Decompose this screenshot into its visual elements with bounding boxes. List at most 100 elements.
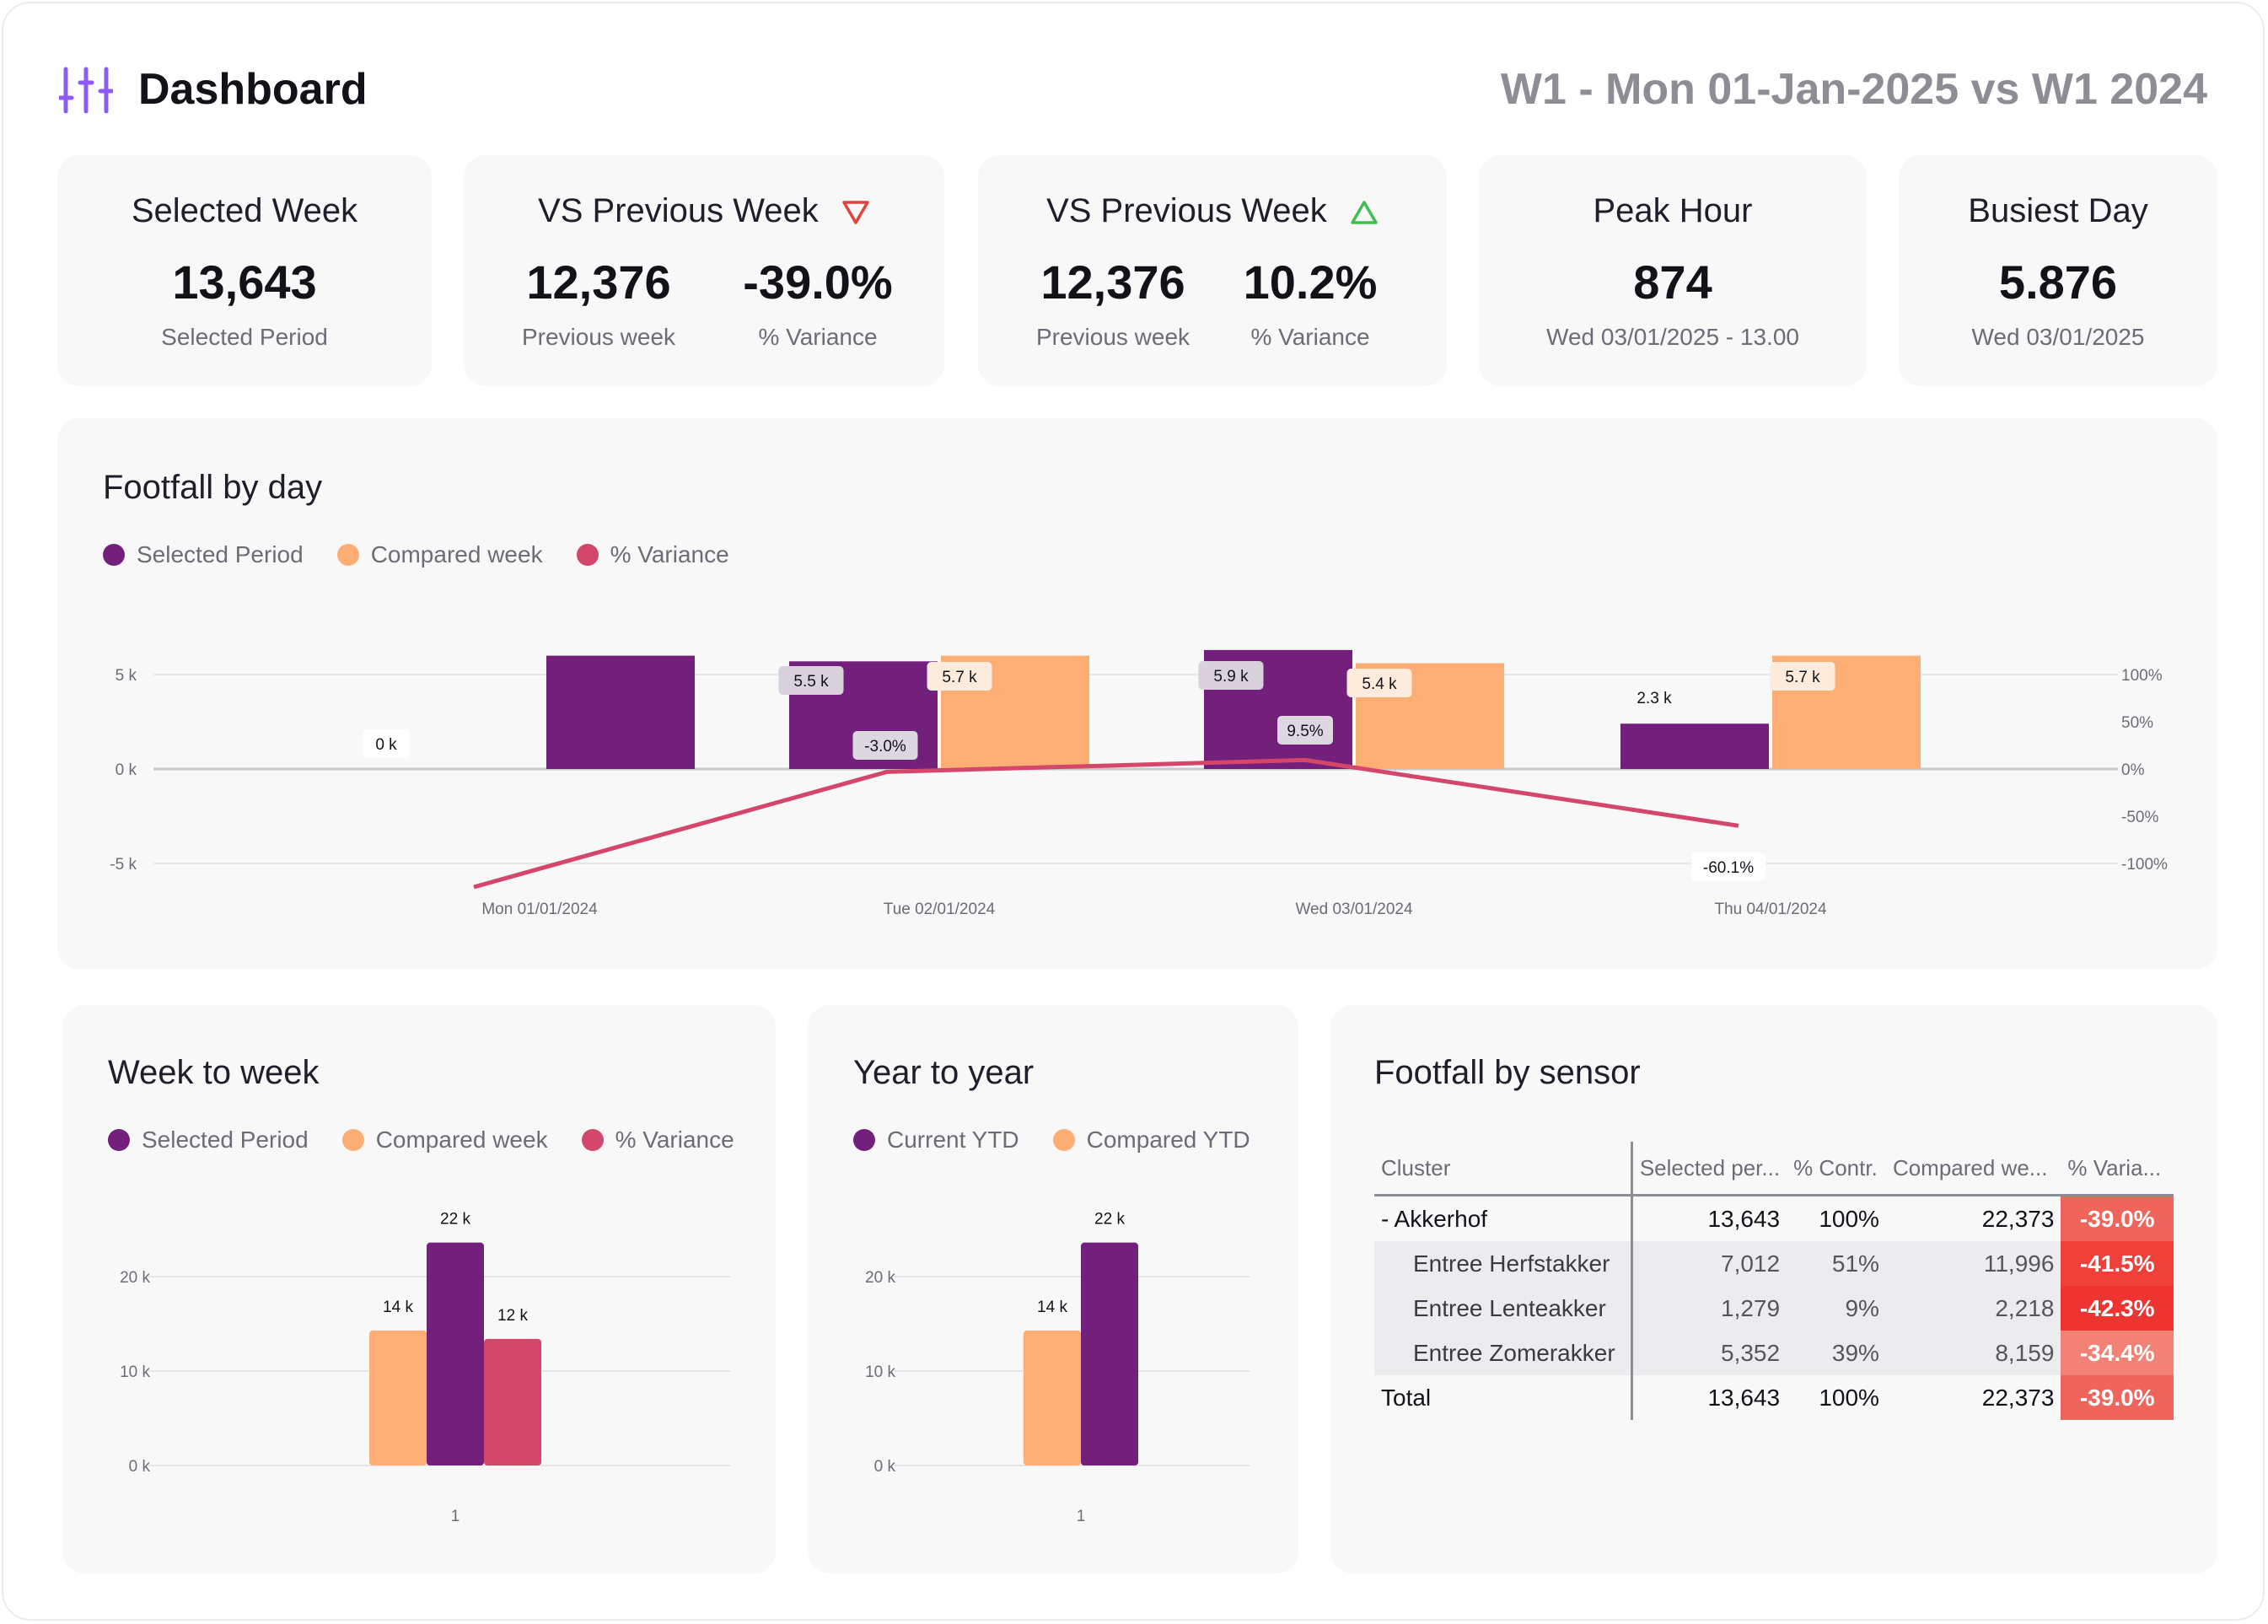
cell-cluster: Entree Lenteakker bbox=[1374, 1286, 1633, 1331]
footfall-by-day-title: Footfall by day bbox=[103, 469, 323, 506]
cell-cluster: Entree Herfstakker bbox=[1374, 1241, 1633, 1286]
col-header-selected-period[interactable]: Selected per... bbox=[1639, 1154, 1781, 1180]
legend-item-compared-week[interactable]: Compared week bbox=[336, 541, 543, 568]
cell-compared: 8,159 bbox=[1885, 1331, 2061, 1375]
legend-label: Compared week bbox=[375, 1127, 548, 1153]
data-label: 14 k bbox=[1037, 1299, 1067, 1316]
kpi-vs-previous-week-up: VS Previous Week 12,376 Previous week 10… bbox=[978, 155, 1447, 386]
data-label: -60.1% bbox=[1703, 859, 1754, 877]
data-label-bg bbox=[778, 666, 844, 695]
kpi-variance-label: % Variance bbox=[1250, 324, 1370, 350]
data-label-bg bbox=[1691, 852, 1765, 881]
data-label: 5.4 k bbox=[1362, 675, 1397, 693]
kpi-previous-week-value: 12,376 bbox=[1040, 255, 1185, 309]
legend-item-selected-period[interactable]: Selected Period bbox=[108, 1127, 309, 1153]
legend-dot bbox=[341, 1129, 364, 1151]
legend-label: Selected Period bbox=[142, 1127, 309, 1153]
legend-item-variance[interactable]: % Variance bbox=[581, 1127, 734, 1153]
y-tick-label: 0 k bbox=[874, 1458, 896, 1476]
week-to-week-legend: Selected Period Compared week % Variance bbox=[108, 1127, 734, 1153]
col-header-variance[interactable]: % Varia... bbox=[2067, 1154, 2162, 1180]
cell-variance: -39.0% bbox=[2061, 1375, 2174, 1420]
year-to-year-chart: 20 k 10 k 0 k 14 k 22 k 1 bbox=[865, 1211, 1250, 1525]
legend-item-current-ytd[interactable]: Current YTD bbox=[853, 1127, 1019, 1153]
y2-tick-label: 0% bbox=[2121, 761, 2145, 779]
data-label-bg bbox=[852, 731, 918, 760]
bar-selected-period bbox=[546, 655, 695, 769]
week-to-week-title: Week to week bbox=[108, 1054, 320, 1091]
data-label: 5.7 k bbox=[942, 669, 977, 686]
cell-compared: 11,996 bbox=[1885, 1241, 2061, 1286]
table-row[interactable]: Entree Zomerakker 5,352 39% 8,159 -34.4% bbox=[1374, 1331, 2174, 1375]
legend-label: Current YTD bbox=[887, 1127, 1019, 1153]
bar-selected-period bbox=[427, 1242, 484, 1465]
kpi-selected-week: Selected Week 13,643 Selected Period bbox=[57, 155, 432, 386]
cell-variance: -34.4% bbox=[2061, 1331, 2174, 1375]
kpi-title: Selected Week bbox=[131, 192, 358, 229]
kpi-sub: Wed 03/01/2025 bbox=[1971, 324, 2145, 350]
col-header-cluster[interactable]: Cluster bbox=[1374, 1142, 1633, 1196]
table-header-row: Cluster Selected per... % Contr. Compare… bbox=[1374, 1142, 2174, 1196]
kpi-value: 13,643 bbox=[172, 255, 317, 309]
kpi-variance-value: -39.0% bbox=[743, 255, 893, 309]
kpi-previous-week-label: Previous week bbox=[1035, 324, 1190, 350]
kpi-peak-hour: Peak Hour 874 Wed 03/01/2025 - 13.00 bbox=[1479, 155, 1867, 386]
y2-tick-label: -50% bbox=[2121, 809, 2158, 826]
data-label: -3.0% bbox=[864, 738, 906, 756]
table-row[interactable]: Entree Lenteakker 1,279 9% 2,218 -42.3% bbox=[1374, 1286, 2174, 1331]
x-tick-label: Mon 01/01/2024 bbox=[481, 901, 598, 918]
cell-selected: 1,279 bbox=[1631, 1286, 1787, 1331]
y-tick-label: 5 k bbox=[116, 667, 137, 685]
legend-item-selected-period[interactable]: Selected Period bbox=[103, 541, 304, 568]
legend-label: Compared YTD bbox=[1086, 1127, 1250, 1153]
legend-dot bbox=[336, 544, 359, 566]
data-label: 0 k bbox=[375, 736, 397, 754]
cell-variance: -39.0% bbox=[2061, 1195, 2174, 1241]
series-line-variance bbox=[473, 757, 1739, 890]
sliders-icon bbox=[59, 67, 113, 114]
legend-item-compared-week[interactable]: Compared week bbox=[341, 1127, 548, 1153]
legend-dot bbox=[103, 544, 125, 566]
cell-cluster[interactable]: - Akkerhof bbox=[1374, 1195, 1633, 1241]
footfall-by-sensor-table: Cluster Selected per... % Contr. Compare… bbox=[1374, 1142, 2174, 1420]
footfall-by-day-legend: Selected Period Compared week % Variance bbox=[103, 541, 763, 568]
bar-selected-period bbox=[1620, 723, 1769, 769]
kpi-title: VS Previous Week bbox=[1046, 192, 1327, 229]
footfall-by-sensor-title: Footfall by sensor bbox=[1374, 1054, 1641, 1091]
x-tick-label: 1 bbox=[1077, 1508, 1086, 1525]
cell-compared: 22,373 bbox=[1981, 1205, 2055, 1232]
col-header-contribution[interactable]: % Contr. bbox=[1793, 1154, 1878, 1180]
table-row-total: Total 13,643 100% 22,373 -39.0% bbox=[1374, 1375, 2174, 1420]
triangle-up-icon bbox=[1351, 201, 1378, 225]
legend-item-compared-ytd[interactable]: Compared YTD bbox=[1052, 1127, 1250, 1153]
bar--variance bbox=[484, 1338, 541, 1465]
table-row-group[interactable]: - Akkerhof 13,643 100% 22,373 -39.0% bbox=[1374, 1195, 2174, 1241]
y2-tick-label: 100% bbox=[2121, 667, 2163, 685]
data-label: 22 k bbox=[440, 1211, 470, 1229]
y-tick-label: 20 k bbox=[865, 1269, 895, 1287]
triangle-down-icon bbox=[842, 201, 869, 225]
cell-selected: 5,352 bbox=[1631, 1331, 1787, 1375]
data-label: 2.3 k bbox=[1637, 690, 1672, 707]
cell-variance: -41.5% bbox=[2061, 1241, 2174, 1286]
cell-contribution: 100% bbox=[1819, 1384, 1879, 1411]
legend-label: % Variance bbox=[615, 1127, 734, 1153]
table-row[interactable]: Entree Herfstakker 7,012 51% 11,996 -41.… bbox=[1374, 1241, 2174, 1286]
y-tick-label: 0 k bbox=[129, 1458, 151, 1476]
col-header-compared-week[interactable]: Compared we... bbox=[1892, 1154, 2048, 1180]
data-label: 12 k bbox=[497, 1307, 528, 1325]
kpi-busiest-day: Busiest Day 5.876 Wed 03/01/2025 bbox=[1899, 155, 2217, 386]
data-label-bg bbox=[927, 662, 992, 691]
legend-label: % Variance bbox=[610, 541, 729, 567]
kpi-variance-value: 10.2% bbox=[1243, 255, 1378, 309]
bar-current-ytd bbox=[1081, 1242, 1138, 1465]
data-label: 22 k bbox=[1094, 1211, 1125, 1229]
kpi-sub: Wed 03/01/2025 - 13.00 bbox=[1546, 324, 1799, 350]
kpi-title: Peak Hour bbox=[1593, 192, 1753, 229]
cell-selected: 7,012 bbox=[1631, 1241, 1787, 1286]
legend-dot bbox=[108, 1129, 130, 1151]
legend-item-variance[interactable]: % Variance bbox=[576, 541, 729, 568]
cell-contribution: 100% bbox=[1819, 1205, 1879, 1232]
data-label-bg bbox=[1770, 662, 1835, 691]
